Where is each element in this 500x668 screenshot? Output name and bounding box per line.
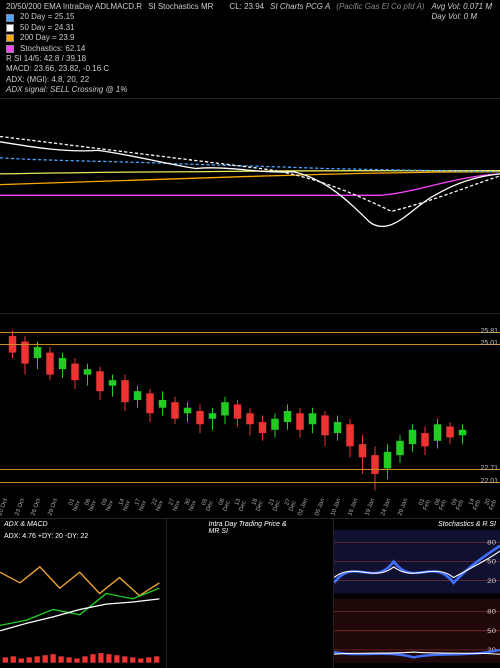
price-level-label: 25.01 xyxy=(480,340,498,347)
stoch-title: Stochastics & R SI xyxy=(438,521,496,528)
ma-text: 50 Day = 24.31 xyxy=(20,23,74,33)
adx-title: ADX & MACD xyxy=(4,521,48,528)
color-swatch xyxy=(6,45,14,53)
volume-info: Avg Vol: 0.071 M Day Vol: 0 M xyxy=(432,2,492,23)
adx-line: ADX: (MGl): 4.8, 20, 22 xyxy=(6,75,89,85)
day-vol: Day Vol: 0 M xyxy=(432,12,492,22)
svg-text:50: 50 xyxy=(487,626,496,634)
indicator-header: 20/50/200 EMA IntraDay ADLMACD.R SI Stoc… xyxy=(0,0,500,98)
price-level-label: 22.01 xyxy=(480,478,498,485)
intraday-panel: Intra Day Trading Price & MR SI xyxy=(166,519,333,668)
color-swatch xyxy=(6,34,14,42)
rsi-line: R SI 14/5: 42.8 / 39.18 xyxy=(6,54,86,64)
price-level-label: 25.81 xyxy=(480,328,498,335)
subpanel-row: ADX & MACD ADX: 4.76 +DY: 20 -DY: 22 Int… xyxy=(0,518,500,668)
svg-text:80: 80 xyxy=(487,538,496,546)
ma-text: Stochastics: 62.14 xyxy=(20,44,85,54)
main-indicator-chart xyxy=(0,98,500,313)
date-axis: 20 Oct23 Oct26 Oct29 Oct01 Nov06 Nov09 N… xyxy=(0,500,500,518)
adx-signal: ADX signal: SELL Crossing @ 1% xyxy=(6,85,127,95)
ma-text: 200 Day = 23.9 xyxy=(20,33,74,43)
header-top2: SI Stochastics MR xyxy=(148,2,213,12)
svg-text:20: 20 xyxy=(487,576,496,584)
adx-macd-panel: ADX & MACD ADX: 4.76 +DY: 20 -DY: 22 xyxy=(0,519,166,668)
svg-text:80: 80 xyxy=(487,607,496,615)
adx-values: ADX: 4.76 +DY: 20 -DY: 22 xyxy=(4,533,88,540)
candlestick-chart: 25.81 25.01 22.71 22.01 20 Oct23 Oct26 Oct2… xyxy=(0,313,500,518)
stochastics-panel: Stochastics & R SI 205080205080 xyxy=(333,519,500,668)
price-level-label: 22.71 xyxy=(480,465,498,472)
header-top: 20/50/200 EMA IntraDay ADLMACD.R xyxy=(6,2,142,12)
close-price: CL: 23.94 xyxy=(229,2,264,12)
ticker: SI Charts PCG A xyxy=(270,2,330,12)
macd-line: MACD: 23.66, 23.82, -0.16 C xyxy=(6,64,109,74)
color-swatch xyxy=(6,14,14,22)
ma-text: 20 Day = 25.15 xyxy=(20,12,74,22)
color-swatch xyxy=(6,24,14,32)
avg-vol: Avg Vol: 0.071 M xyxy=(432,2,492,12)
company: (Pacific Gas El Co pfd A) xyxy=(336,2,424,12)
intra-title: Intra Day Trading Price & MR SI xyxy=(209,521,292,535)
